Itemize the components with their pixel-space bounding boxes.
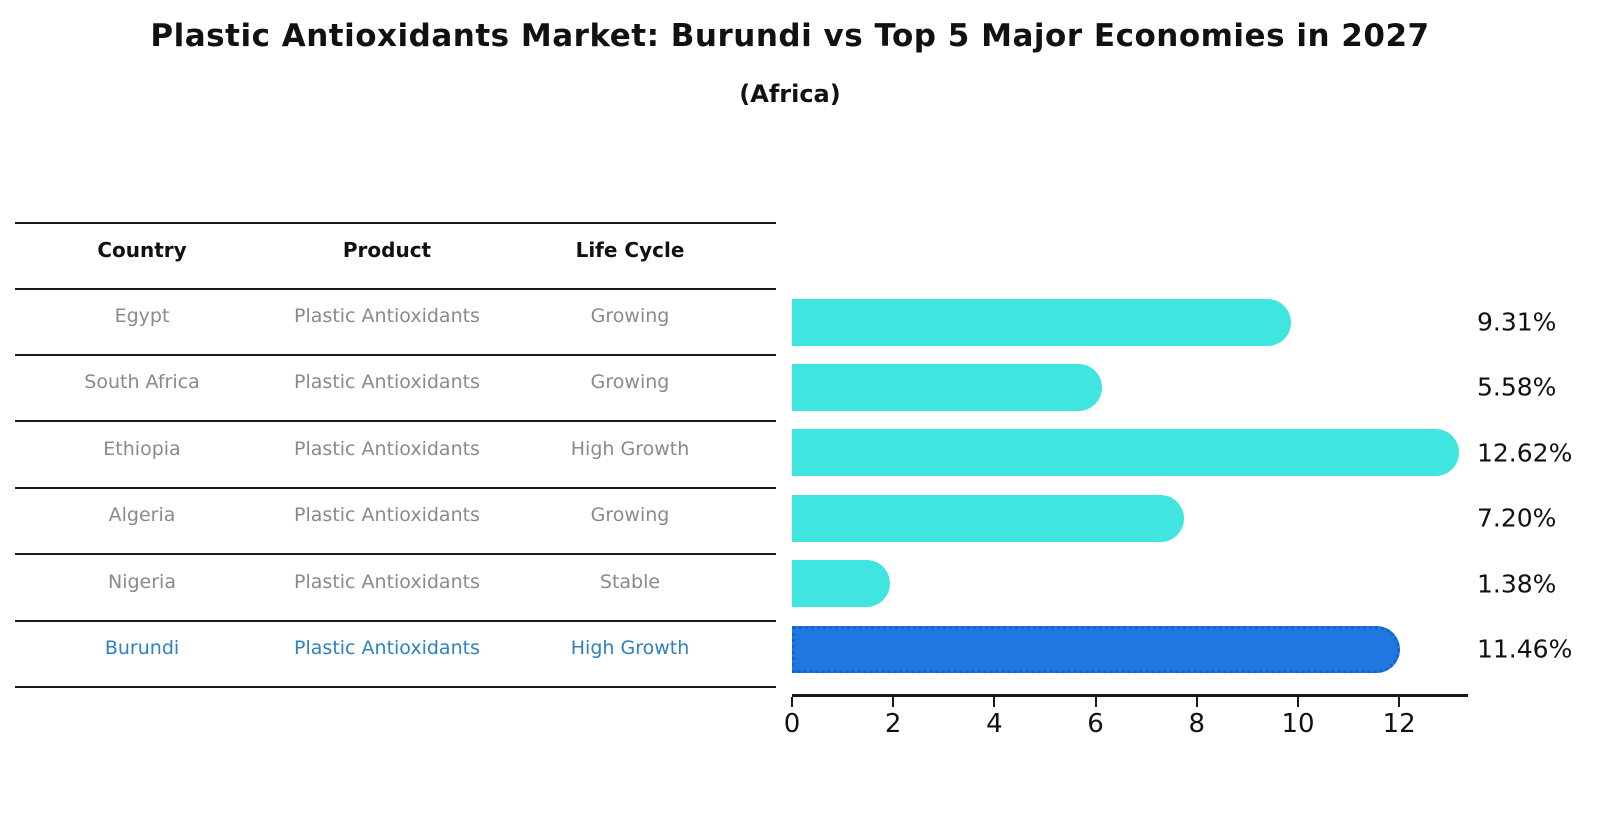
- bar-algeria: [792, 494, 1184, 542]
- country-cell: South Africa: [84, 371, 200, 393]
- life_cycle-cell: Stable: [599, 570, 661, 593]
- x-axis-tick-label: 4: [986, 709, 1003, 739]
- x-axis-line: [792, 694, 1468, 697]
- life_cycle-cell: Growing: [590, 305, 670, 327]
- product-cell: Plastic Antioxidants: [294, 437, 480, 460]
- bar-egypt: [792, 298, 1291, 346]
- table-rule: [15, 487, 776, 489]
- table-rule: [15, 420, 776, 422]
- x-axis-tick: [791, 697, 793, 707]
- x-axis-tick: [993, 697, 996, 707]
- table-rule: [15, 553, 776, 555]
- chart-title: Plastic Antioxidants Market: Burundi vs …: [150, 18, 1430, 54]
- x-axis-tick-label: 2: [884, 709, 902, 739]
- country-cell: Egypt: [114, 305, 170, 327]
- table-rule: [15, 620, 776, 622]
- x-axis-tick: [1094, 697, 1097, 707]
- life_cycle-cell: High Growth: [570, 637, 690, 659]
- x-axis-tick-label: 8: [1188, 709, 1206, 739]
- bar-burundi-highlighted: [792, 625, 1400, 673]
- country-cell: Burundi: [104, 637, 180, 659]
- life_cycle-cell: Growing: [590, 504, 670, 526]
- bar-nigeria: [792, 560, 890, 608]
- x-axis-tick: [1195, 697, 1198, 707]
- country-cell: Nigeria: [108, 570, 176, 593]
- life_cycle-cell: Growing: [590, 371, 670, 393]
- table-rule: [15, 288, 776, 290]
- life_cycle-cell: High Growth: [570, 437, 690, 460]
- x-axis-tick: [892, 697, 895, 707]
- x-axis-tick-label: 10: [1281, 709, 1315, 739]
- product-cell: Plastic Antioxidants: [294, 305, 480, 327]
- table-header-product: Product: [342, 238, 432, 262]
- product-cell: Plastic Antioxidants: [294, 504, 480, 526]
- x-axis-tick-label: 6: [1087, 709, 1104, 739]
- bar-value-label: 1.38%: [1477, 569, 1557, 599]
- table-rule: [15, 686, 776, 688]
- bar-ethiopia: [792, 429, 1459, 477]
- bar-value-label: 7.20%: [1477, 503, 1557, 533]
- country-cell: Algeria: [108, 504, 176, 526]
- x-axis-tick: [1398, 697, 1401, 707]
- country-cell: Ethiopia: [103, 437, 181, 460]
- chart-subtitle: (Africa): [739, 80, 841, 108]
- bar-value-label: 5.58%: [1477, 372, 1557, 402]
- bar-south-africa: [792, 363, 1102, 411]
- x-axis-tick-label: 12: [1382, 709, 1416, 739]
- table-header-country: Country: [97, 238, 187, 262]
- product-cell: Plastic Antioxidants: [294, 637, 480, 659]
- table-rule: [15, 222, 776, 224]
- table-header-life_cycle: Life Cycle: [575, 238, 685, 262]
- bar-value-label: 11.46%: [1477, 634, 1573, 664]
- product-cell: Plastic Antioxidants: [294, 570, 480, 593]
- bar-value-label: 12.62%: [1477, 438, 1573, 468]
- x-axis-tick: [1296, 697, 1299, 707]
- table-rule: [15, 354, 776, 356]
- bar-value-label: 9.31%: [1477, 307, 1557, 337]
- product-cell: Plastic Antioxidants: [294, 371, 480, 393]
- x-axis-tick-label: 0: [783, 709, 801, 739]
